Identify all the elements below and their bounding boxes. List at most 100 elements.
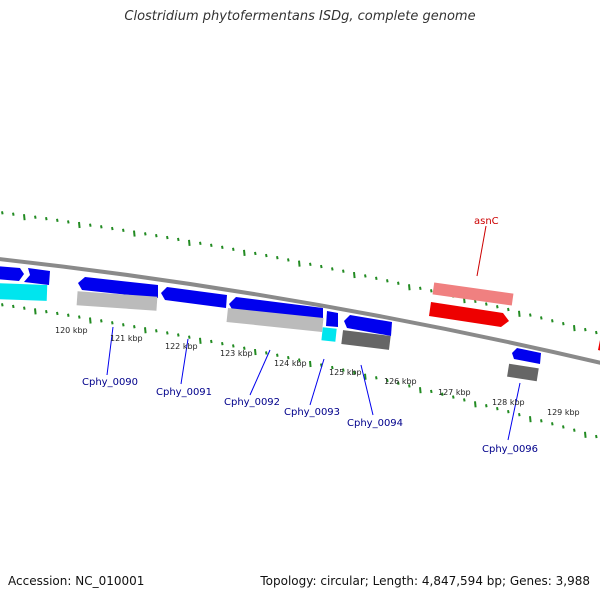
minor-tick (133, 325, 136, 329)
gene-label-cphy0096[interactable]: Cphy_0096 (482, 444, 538, 455)
kbp-label: 128 kbp (492, 398, 525, 407)
minor-tick (56, 311, 59, 316)
gene-label-cphy0094[interactable]: Cphy_0094 (347, 418, 403, 429)
gene-label-cphy0091[interactable]: Cphy_0091 (156, 387, 212, 398)
major-tick (199, 337, 202, 344)
cds-feature-cphy0090[interactable] (78, 277, 158, 298)
minor-tick (100, 225, 103, 229)
major-tick (298, 260, 301, 267)
kbp-label: 122 kbp (165, 342, 198, 351)
minor-tick (584, 327, 587, 332)
leader-line-asnc (476, 225, 487, 277)
minor-tick (122, 228, 125, 233)
minor-tick (408, 384, 411, 388)
rna-feature-asnc[interactable] (429, 302, 509, 327)
cds-light-feature[interactable] (226, 308, 324, 332)
major-tick (309, 360, 312, 368)
cyan-feature[interactable] (0, 283, 48, 301)
rna-light-feature[interactable] (432, 282, 514, 306)
major-tick (144, 327, 147, 334)
cds-feature-cphy0096[interactable] (512, 348, 541, 364)
minor-tick (89, 223, 92, 227)
cds-feature[interactable] (0, 266, 24, 281)
minor-tick (507, 307, 510, 312)
genome-info-text: Topology: circular; Length: 4,847,594 bp… (260, 574, 590, 588)
minor-tick (364, 274, 367, 278)
cyan-feature-cphy0093[interactable] (321, 327, 337, 342)
cds-feature[interactable] (24, 268, 50, 285)
outer-tick-ring (1, 211, 598, 335)
cds-feature[interactable] (326, 311, 338, 327)
gene-labels: Cphy_0090 Cphy_0091 Cphy_0092 Cphy_0093 … (82, 216, 538, 455)
kbp-labels: 120 kbp 121 kbp 122 kbp 123 kbp 124 kbp … (55, 326, 580, 417)
major-tick (573, 325, 576, 332)
minor-tick (298, 358, 301, 362)
minor-tick (232, 247, 235, 252)
minor-tick (595, 330, 598, 335)
minor-tick (122, 323, 125, 327)
major-tick (518, 310, 521, 317)
cds-dark-feature[interactable] (507, 363, 539, 382)
accession-text: Accession: NC_010001 (8, 574, 145, 588)
minor-tick (166, 235, 169, 240)
minor-tick (562, 322, 565, 326)
minor-tick (100, 319, 103, 323)
minor-tick (386, 279, 389, 283)
minor-tick (12, 304, 15, 309)
minor-tick (331, 365, 334, 370)
minor-tick (331, 267, 334, 271)
minor-tick (375, 276, 378, 281)
kbp-label: 129 kbp (547, 408, 580, 417)
minor-tick (430, 289, 433, 293)
minor-tick (551, 422, 554, 426)
minor-tick (375, 376, 378, 380)
minor-tick (265, 253, 268, 258)
major-tick (474, 401, 477, 408)
minor-tick (276, 256, 279, 260)
minor-tick (111, 226, 114, 231)
cds-feature-cphy0091[interactable] (161, 287, 227, 308)
genome-backbone (0, 257, 600, 365)
minor-tick (551, 319, 554, 323)
gene-label-cphy0092[interactable]: Cphy_0092 (224, 397, 280, 408)
minor-tick (1, 211, 4, 215)
minor-tick (507, 409, 510, 414)
minor-tick (496, 406, 499, 411)
major-tick (584, 431, 587, 438)
gene-label-cphy0090[interactable]: Cphy_0090 (82, 377, 138, 388)
major-tick (23, 214, 26, 221)
minor-tick (276, 353, 279, 357)
minor-tick (463, 398, 466, 402)
minor-tick (243, 346, 246, 350)
inner-tick-ring (1, 303, 598, 439)
minor-tick (254, 251, 257, 256)
minor-tick (188, 335, 191, 339)
minor-tick (177, 333, 180, 337)
minor-tick (353, 370, 356, 375)
feature-label-asnc[interactable]: asnC (474, 216, 499, 227)
major-tick (243, 249, 246, 256)
major-tick (364, 373, 367, 380)
cds-light-feature[interactable] (76, 291, 158, 311)
minor-tick (210, 243, 213, 247)
feature-track (0, 266, 600, 382)
major-tick (408, 284, 411, 291)
kbp-label: 125 kbp (329, 368, 362, 377)
major-tick (419, 387, 422, 394)
minor-tick (386, 378, 389, 383)
minor-tick (1, 303, 4, 307)
minor-tick (485, 302, 488, 306)
minor-tick (430, 389, 433, 394)
cds-dark-feature[interactable] (341, 330, 391, 350)
minor-tick (155, 329, 158, 333)
minor-tick (562, 425, 565, 429)
cds-feature-cphy0094[interactable] (344, 315, 392, 336)
minor-tick (595, 434, 598, 439)
minor-tick (221, 245, 224, 249)
map-title: Clostridium phytofermentans ISDg, comple… (124, 9, 476, 24)
kbp-label: 123 kbp (220, 349, 253, 358)
minor-tick (287, 355, 290, 360)
major-tick (353, 271, 356, 279)
minor-tick (309, 262, 312, 267)
gene-label-cphy0093[interactable]: Cphy_0093 (284, 407, 340, 418)
